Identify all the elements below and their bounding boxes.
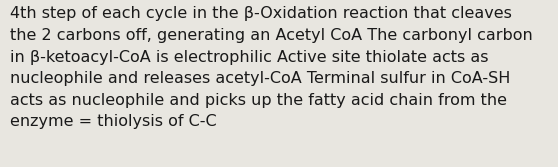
Text: 4th step of each cycle in the β-Oxidation reaction that cleaves
the 2 carbons of: 4th step of each cycle in the β-Oxidatio… <box>9 6 532 129</box>
